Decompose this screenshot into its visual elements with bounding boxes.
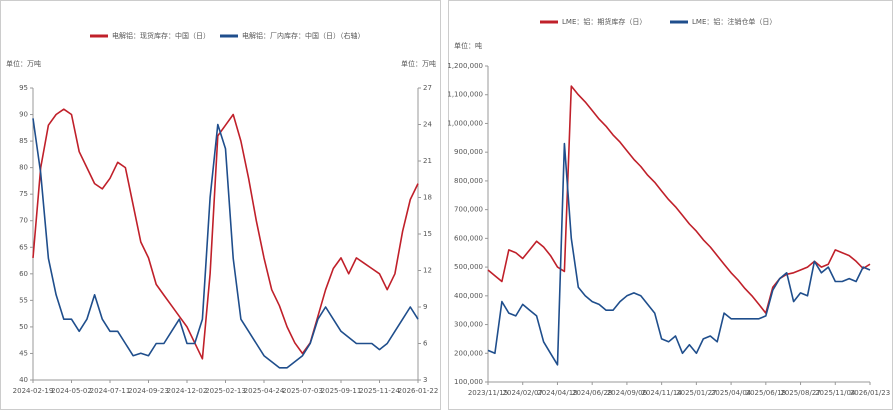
y-tick-label: 55 (19, 296, 28, 304)
x-tick-label: 2025/06/18 (746, 389, 786, 397)
y2-tick-label: 15 (423, 230, 432, 238)
y2-tick-label: 24 (423, 121, 432, 129)
y-tick-label: 80 (19, 164, 28, 172)
x-tick-label: 2024-12-02 (167, 387, 208, 395)
x-tick-label: 2026-01-22 (398, 387, 439, 395)
y2-tick-label: 9 (423, 303, 427, 311)
x-tick-label: 2025/11/04 (815, 389, 856, 397)
panel-frame (0, 0, 441, 410)
series-line (32, 118, 419, 369)
x-tick-label: 2025/04/04 (711, 389, 752, 397)
y-tick-label: 800,000 (454, 177, 483, 185)
x-tick-label: 2024/04/18 (537, 389, 577, 397)
y-tick-label: 90 (19, 111, 28, 119)
x-tick-label: 2024-02-19 (13, 387, 54, 395)
y-tick-label: 1,100,000 (447, 91, 483, 99)
legend-label: LME：铝：注销仓单（日） (692, 17, 776, 26)
x-tick-label: 2023/11/15 (468, 389, 508, 397)
y-tick-label: 70 (19, 217, 28, 225)
y-tick-label: 50 (19, 323, 28, 331)
y-tick-label: 100,000 (454, 378, 483, 386)
x-tick-label: 2025-02-13 (205, 387, 246, 395)
x-tick-label: 2024/09/06 (607, 389, 648, 397)
y2-tick-label: 27 (423, 84, 432, 92)
series-line (487, 85, 871, 314)
y-tick-label: 200,000 (454, 349, 483, 357)
y-tick-label: 75 (19, 190, 28, 198)
x-tick-label: 2025/08/27 (780, 389, 820, 397)
y-tick-label: 40 (19, 376, 28, 384)
x-tick-label: 2025-11-24 (359, 387, 400, 395)
y-tick-label: 1,000,000 (447, 119, 483, 127)
y2-tick-label: 3 (423, 376, 427, 384)
y-tick-label: 300,000 (454, 321, 483, 329)
y-tick-label: 95 (19, 84, 28, 92)
y-tick-label: 45 (19, 349, 28, 357)
y-tick-label: 65 (19, 243, 28, 251)
x-tick-label: 2025-04-24 (244, 387, 285, 395)
y2-tick-label: 21 (423, 157, 432, 165)
x-tick-label: 2026/01/23 (850, 389, 890, 397)
y-tick-label: 60 (19, 270, 28, 278)
unit-label: 单位：吨 (454, 41, 482, 50)
y-tick-label: 600,000 (454, 234, 483, 242)
x-tick-label: 2024-07-11 (90, 387, 131, 395)
y-tick-label: 500,000 (454, 263, 483, 271)
y2-tick-label: 6 (423, 340, 428, 348)
y-tick-label: 1,200,000 (447, 62, 483, 70)
x-tick-label: 2025-09-11 (321, 387, 362, 395)
y-tick-label: 400,000 (454, 292, 483, 300)
unit-label: 单位：万吨 (6, 59, 41, 68)
x-tick-label: 2024-05-02 (51, 387, 92, 395)
y2-tick-label: 12 (423, 267, 432, 275)
y2-tick-label: 18 (423, 194, 432, 202)
y-tick-label: 700,000 (454, 206, 483, 214)
x-tick-label: 2024/11/14 (641, 389, 682, 397)
y-tick-label: 85 (19, 137, 28, 145)
y-tick-label: 900,000 (454, 148, 483, 156)
panel-frame (448, 0, 893, 410)
x-tick-label: 2025-07-03 (282, 387, 323, 395)
x-tick-label: 2024/06/28 (572, 389, 612, 397)
legend-label: 电解铝：现货库存：中国（日） (112, 31, 210, 40)
x-tick-label: 2024/02/07 (503, 389, 543, 397)
legend-label: 电解铝：厂内库存：中国（日）（右轴） (242, 31, 365, 40)
legend-label: LME：铝：期货库存（日） (562, 17, 646, 26)
series-line (32, 108, 419, 360)
x-tick-label: 2025/01/27 (676, 389, 716, 397)
x-tick-label: 2024-09-23 (128, 387, 169, 395)
series-line (487, 142, 871, 366)
unit-label: 单位：万吨 (401, 59, 436, 68)
